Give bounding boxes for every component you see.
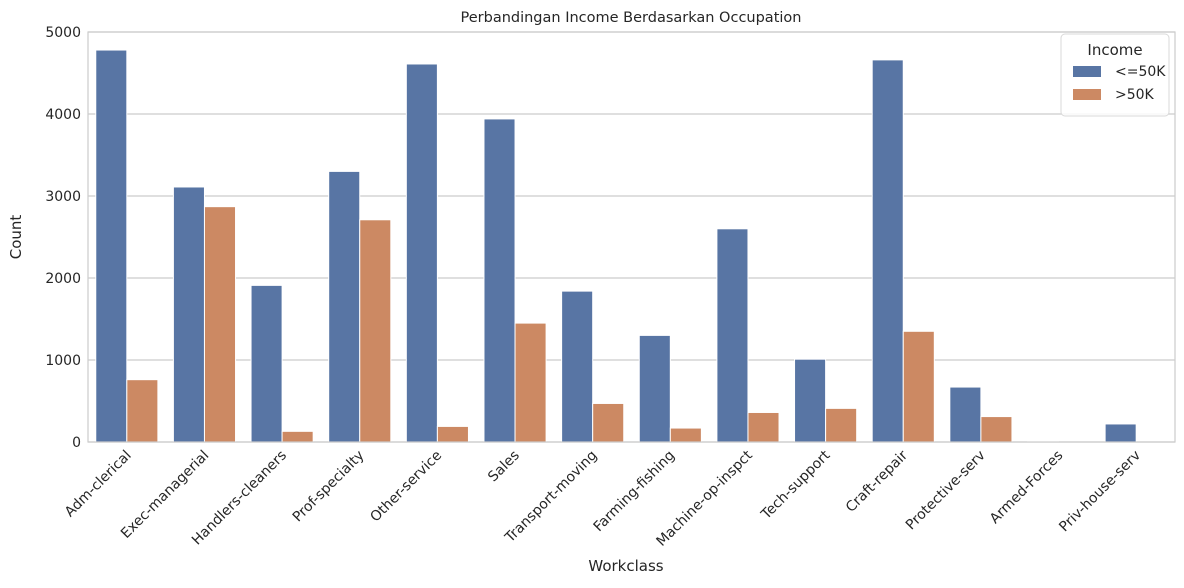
x-tick-label: Protective-serv [903, 448, 989, 534]
y-tick-label: 4000 [45, 107, 81, 123]
bar-le50k-machine-op-inspct [716, 228, 749, 443]
bar-le50k-farming-fishing [638, 334, 671, 443]
y-axis-ticks: 0 1000 2000 3000 4000 5000 [45, 25, 81, 451]
x-axis-ticks: Adm-clericalExec-managerialHandlers-clea… [62, 447, 1144, 550]
x-tick-label: Adm-clerical [62, 448, 135, 521]
bar-gt50k-sales [514, 322, 547, 443]
bar-le50k-protective-serv [949, 386, 982, 443]
bar-gt50k-tech-support [825, 407, 858, 443]
bar-gt50k-handlers-cleaners [281, 430, 314, 443]
bar-le50k-sales [483, 118, 516, 443]
bar-le50k-tech-support [794, 358, 827, 443]
y-tick-label: 0 [72, 435, 81, 451]
chart-title: Perbandingan Income Berdasarkan Occupati… [461, 10, 802, 26]
bar-gt50k-machine-op-inspct [747, 411, 780, 443]
x-tick-label: Prof-specialty [290, 448, 368, 526]
bar-gt50k-transport-moving [592, 402, 625, 443]
y-tick-label: 5000 [45, 25, 81, 41]
legend: Income <=50K >50K [1060, 33, 1170, 117]
bars [95, 49, 1137, 443]
bar-le50k-priv-house-serv [1104, 423, 1137, 443]
bar-le50k-adm-clerical [95, 49, 128, 443]
x-tick-label: Craft-repair [843, 447, 911, 515]
bar-gt50k-other-service [436, 425, 469, 443]
x-tick-label: Tech-support [758, 447, 834, 523]
x-tick-label: Armed-Forces [987, 448, 1067, 528]
bar-gt50k-protective-serv [980, 416, 1013, 443]
bar-gt50k-exec-managerial [203, 206, 237, 443]
x-tick-label: Priv-house-serv [1056, 448, 1144, 536]
bar-le50k-craft-repair [871, 59, 904, 443]
y-tick-label: 1000 [45, 353, 81, 369]
y-axis-label: Count [7, 215, 25, 260]
legend-label-le50k: <=50K [1115, 64, 1166, 80]
x-tick-label: Farming-fishing [591, 448, 679, 536]
bar-gt50k-craft-repair [902, 330, 935, 443]
x-axis-label: Workclass [588, 557, 663, 575]
x-tick-label: Sales [485, 448, 523, 486]
legend-swatch-le50k [1073, 66, 1101, 77]
bar-le50k-handlers-cleaners [250, 284, 283, 443]
bar-gt50k-prof-specialty [359, 219, 392, 443]
legend-title: Income [1087, 41, 1142, 59]
bar-gt50k-adm-clerical [126, 379, 159, 443]
x-tick-label: Other-service [367, 448, 445, 526]
y-tick-label: 2000 [45, 271, 81, 287]
bar-gt50k-farming-fishing [669, 427, 702, 443]
bar-le50k-other-service [405, 63, 438, 443]
plot-area-frame [87, 31, 1176, 443]
bar-le50k-exec-managerial [172, 186, 205, 443]
bar-le50k-prof-specialty [328, 170, 361, 443]
legend-label-gt50k: >50K [1115, 87, 1155, 103]
legend-swatch-gt50k [1073, 89, 1101, 100]
bar-le50k-transport-moving [561, 290, 594, 443]
y-tick-label: 3000 [45, 189, 81, 205]
